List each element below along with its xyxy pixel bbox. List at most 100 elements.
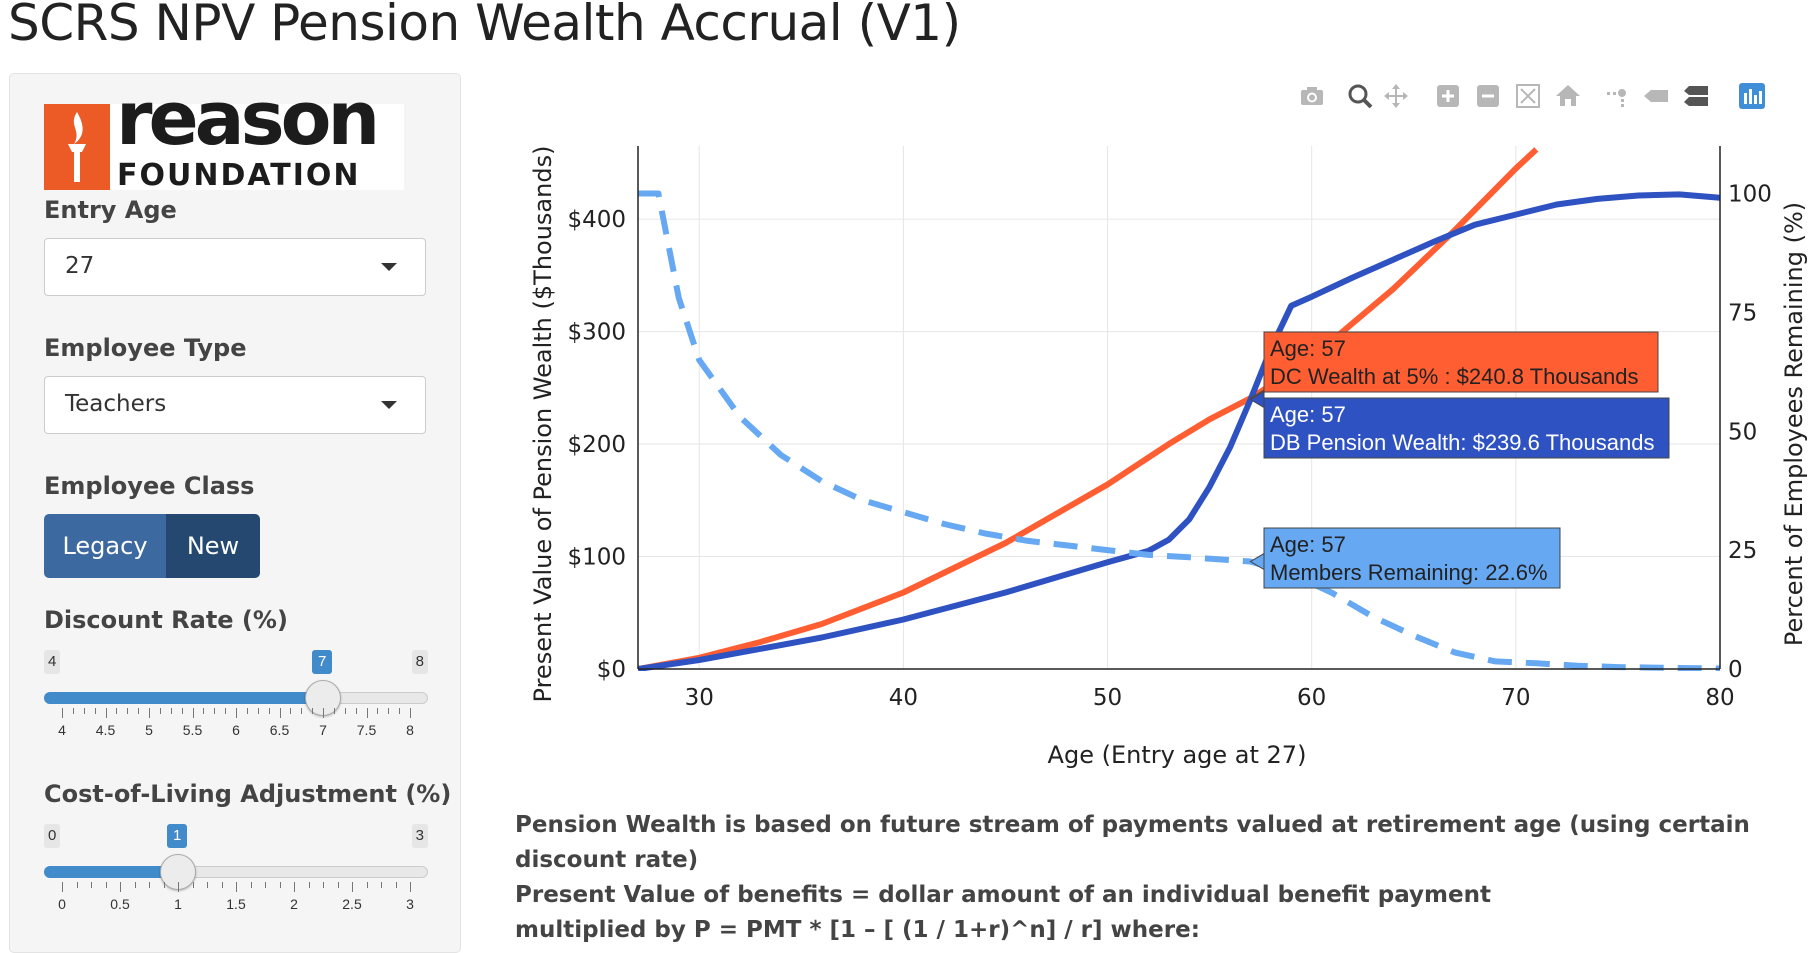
y-right-tick-label: 100 [1728,182,1772,208]
hover-compare-icon[interactable] [1680,80,1712,112]
slider-minor-tick [366,882,368,888]
slider-minor-tick [290,708,292,714]
hover-label: Age: 57 Members Remaining: 22.6% [1249,527,1561,589]
slider-major-tick [62,882,63,892]
slider-minor-tick [344,708,346,714]
reset-axes-icon[interactable] [1552,80,1584,112]
discount-rate-slider[interactable]: 4 8 7 4 4.5 5 5.5 6 6.5 7 7.5 8 [44,650,428,750]
slider-fill [44,692,323,704]
employee-class-label: Employee Class [44,472,255,500]
hover-pointer [1249,552,1265,571]
hover-box [1263,527,1561,589]
hover-text: Age: 57 [1270,402,1346,427]
logo-subtitle: FOUNDATION [117,158,361,193]
entry-age-label: Entry Age [44,196,177,224]
autoscale-icon[interactable] [1512,80,1544,112]
employee-type-select[interactable]: Teachers [44,376,426,434]
slider-major-tick [149,708,150,718]
slider-tick-label: 4 [58,722,66,738]
slider-minor-tick [246,708,248,714]
y-right-tick-label: 75 [1728,300,1757,326]
slider-minor-tick [225,708,227,714]
slider-max-label: 3 [411,824,428,848]
slider-major-tick [352,882,353,892]
slider-minor-tick [105,882,107,888]
hover-text: DB Pension Wealth: $239.6 Thousands [1270,430,1654,455]
legacy-button[interactable]: Legacy [44,514,166,578]
slider-tick-label: 0 [58,896,66,912]
slider-major-tick [323,708,324,718]
slider-minor-tick [257,708,259,714]
slider-tick-label: 8 [406,722,414,738]
slider-minor-tick [149,882,150,888]
slider-tick-label: 3 [406,896,414,912]
slider-max-label: 8 [411,650,428,674]
employee-class-toggle: Legacy New [44,514,260,578]
slider-minor-tick [181,708,183,714]
slider-minor-tick [308,882,310,888]
slider-minor-tick [83,708,85,714]
slider-minor-tick [355,708,357,714]
x-tick-label: 50 [1093,685,1122,711]
reason-foundation-logo: reason FOUNDATION [44,82,404,193]
hover-closest-icon[interactable] [1640,80,1672,112]
slider-major-tick [105,708,107,718]
y-left-tick-label: $100 [567,545,626,571]
slider-major-tick [192,708,194,718]
y-right-tick-label: 0 [1728,657,1743,683]
slider-major-tick [178,882,179,892]
slider-minor-tick [116,708,118,714]
slider-minor-tick [163,882,165,888]
cola-label: Cost-of-Living Adjustment (%) [44,780,452,808]
description-line: Present Value of benefits = dollar amoun… [515,882,1491,908]
slider-minor-tick [159,708,161,714]
slider-minor-tick [312,708,314,714]
slider-minor-tick [333,708,335,714]
plotly-logo-icon[interactable] [1736,80,1768,112]
slider-tick-label: 2.5 [342,896,362,912]
spike-lines-icon[interactable] [1600,80,1632,112]
zoom-out-icon[interactable] [1472,80,1504,112]
slider-major-tick [410,882,411,892]
slider-minor-tick [377,708,379,714]
y-left-tick-label: $200 [567,432,626,458]
slider-tick-label: 5 [145,722,153,738]
slider-tick-label: 1 [174,896,182,912]
y-right-tick-label: 50 [1728,419,1757,445]
db-pension-wealth-line [638,191,1720,671]
zoom-icon[interactable] [1344,80,1376,112]
camera-icon[interactable] [1296,80,1328,112]
hover-text: Members Remaining: 22.6% [1270,560,1548,585]
slider-tick-label: 5.5 [182,722,203,738]
slider-minor-tick [301,708,303,714]
slider-minor-tick [221,882,223,888]
discount-rate-label: Discount Rate (%) [44,606,288,634]
pan-icon[interactable] [1380,80,1412,112]
y-left-tick-label: $400 [567,207,626,233]
hover-label: Age: 57 DB Pension Wealth: $239.6 Thousan… [1249,390,1670,459]
dc-wealth-line [638,147,1539,671]
slider-major-tick [410,708,411,718]
slider-major-tick [62,708,63,718]
hover-box [1263,331,1659,393]
slider-minor-tick [279,882,281,888]
zoom-in-icon[interactable] [1432,80,1464,112]
new-button[interactable]: New [166,514,260,578]
slider-minor-tick [203,708,205,714]
slider-min-label: 0 [44,824,61,848]
torch-icon [44,104,110,190]
entry-age-select[interactable]: 27 [44,238,426,296]
slider-min-label: 4 [44,650,61,674]
cola-slider[interactable]: 0 3 1 0 0.5 1 1.5 2 2.5 3 [44,824,428,924]
slider-fill [44,866,178,878]
slider-minor-tick [250,882,252,888]
slider-minor-tick [76,882,78,888]
x-tick-label: 30 [685,685,714,711]
slider-tick-label: 7 [319,722,327,738]
slider-major-tick [279,708,281,718]
slider-minor-tick [323,882,324,888]
description-text: Pension Wealth is based on future stream… [515,808,1805,948]
x-tick-label: 70 [1501,685,1530,711]
slider-value-label: 1 [167,824,188,848]
